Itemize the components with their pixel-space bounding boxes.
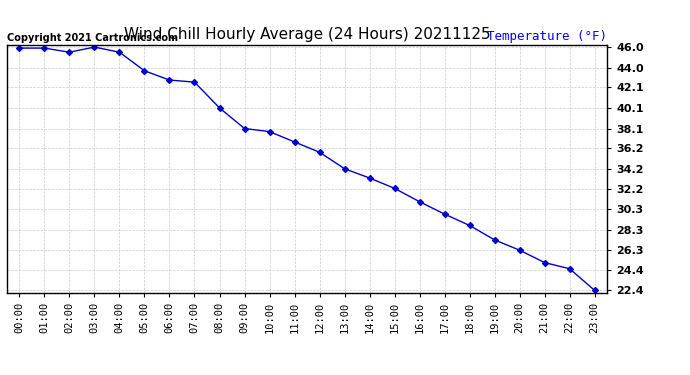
Text: Temperature (°F): Temperature (°F) [487, 30, 607, 42]
Text: Copyright 2021 Cartronics.com: Copyright 2021 Cartronics.com [7, 33, 178, 42]
Title: Wind Chill Hourly Average (24 Hours) 20211125: Wind Chill Hourly Average (24 Hours) 202… [124, 27, 491, 42]
